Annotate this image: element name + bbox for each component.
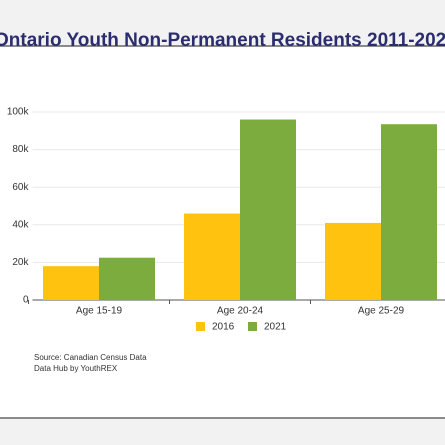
y-tick-label: 100k (7, 107, 30, 118)
x-tick-label: Age 15-19 (76, 306, 123, 317)
source-note: Data Hub by YouthREX (34, 364, 118, 373)
y-tick-label: 20k (12, 257, 29, 268)
y-tick-label: 0 (23, 295, 29, 306)
y-tick-label: 40k (12, 219, 29, 230)
bar (325, 222, 381, 300)
legend-label: 2016 (212, 322, 235, 333)
bar (99, 257, 155, 300)
x-tick-label: Age 25-29 (358, 306, 405, 317)
bar (240, 119, 296, 301)
y-tick-label: 60k (12, 182, 29, 193)
bar (184, 213, 240, 300)
y-tick-label: 80k (12, 144, 29, 155)
legend-label: 2021 (264, 322, 287, 333)
chart-title: Ontario Youth Non-Permanent Residents 20… (0, 30, 445, 51)
legend-swatch (248, 322, 257, 331)
bar (381, 124, 437, 300)
x-tick-label: Age 20-24 (217, 306, 264, 317)
source-note: Source: Canadian Census Data (34, 353, 147, 362)
bar (43, 266, 99, 300)
legend-swatch (196, 322, 205, 331)
